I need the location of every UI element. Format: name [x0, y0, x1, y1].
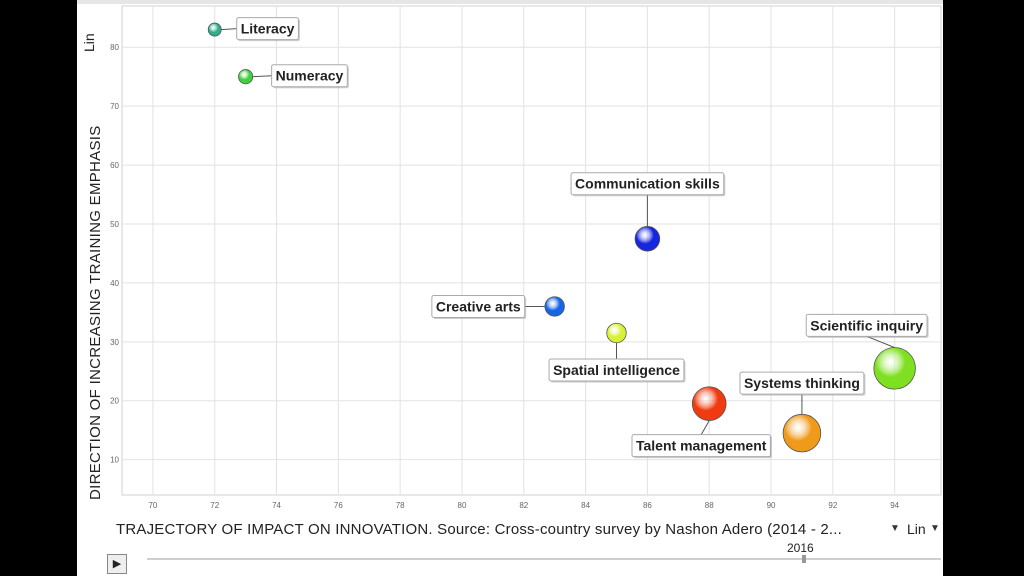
y-tick-label: 50	[110, 220, 119, 229]
y-tick-label: 40	[110, 279, 119, 288]
play-button[interactable]: ▶	[107, 554, 127, 574]
y-tick-label: 80	[110, 43, 119, 52]
y-axis-title: DIRECTION OF INCREASING TRAINING EMPHASI…	[87, 125, 104, 500]
x-tick-label: 84	[581, 501, 590, 510]
x-tick-label: 80	[458, 501, 467, 510]
x-scale-selector[interactable]: Lin	[907, 521, 926, 537]
bubble-label: Creative arts	[436, 298, 521, 314]
bubble	[691, 386, 727, 421]
x-tick-label: 88	[705, 501, 714, 510]
label-box	[570, 172, 725, 196]
plot-area	[121, 5, 942, 496]
bubble-label: Spatial intelligence	[553, 362, 680, 378]
x-tick-label: 90	[767, 501, 776, 510]
label-box	[631, 434, 771, 458]
x-tick-label: 82	[519, 501, 528, 510]
bubble-label: Communication skills	[575, 176, 720, 192]
x-tick-label: 76	[334, 501, 343, 510]
bubble	[782, 413, 822, 453]
x-tick-label: 92	[828, 501, 837, 510]
y-axis-panel: Lin DIRECTION OF INCREASING TRAINING EMP…	[77, 8, 119, 508]
label-box	[739, 371, 865, 395]
bubble	[634, 225, 661, 252]
chart-frame: 70 72 74 76 78 80 82 84 86 88 90 92 94 10 20 30 40 50 60 70…	[77, 0, 943, 576]
bubble	[873, 347, 916, 390]
x-tick-label: 74	[272, 501, 281, 510]
bubble-label: Literacy	[241, 21, 295, 37]
bubble-label: Talent management	[636, 438, 767, 454]
bubble-label: Numeracy	[276, 68, 344, 84]
y-scale-label: Lin	[81, 33, 97, 52]
top-border	[77, 0, 943, 4]
y-tick-label: 60	[110, 161, 119, 170]
x-tick-label: 86	[643, 501, 652, 510]
label-box	[548, 358, 685, 382]
x-scale-dropdown-icon[interactable]: ▼	[930, 523, 940, 534]
label-leader	[700, 420, 710, 435]
label-box	[236, 17, 299, 41]
y-tick-label: 10	[110, 456, 119, 465]
time-slider-thumb[interactable]	[802, 555, 806, 563]
x-tick-label: 78	[396, 501, 405, 510]
bubble	[207, 22, 222, 37]
year-label: 2016	[787, 541, 814, 555]
label-leader	[221, 28, 237, 31]
scatter-plot: 70 72 74 76 78 80 82 84 86 88 90 92 94 10 20 30 40 50 60 70…	[110, 5, 942, 510]
x-axis-title: TRAJECTORY OF IMPACT ON INNOVATION. Sour…	[116, 521, 843, 538]
label-box	[805, 313, 928, 337]
time-slider-track[interactable]	[147, 558, 941, 560]
y-scale-selector[interactable]: Lin	[81, 18, 97, 74]
time-slider[interactable]: ▶ 2016	[107, 541, 943, 576]
bubble	[544, 296, 565, 317]
x-tick-label: 72	[210, 501, 219, 510]
x-tick-label: 70	[148, 501, 157, 510]
x-indicator-dropdown-icon[interactable]: ▼	[890, 523, 900, 534]
label-box	[431, 294, 526, 318]
bubble	[606, 322, 627, 344]
bubble-label: Scientific inquiry	[810, 317, 923, 333]
y-tick-label: 70	[110, 102, 119, 111]
bubble-label: Systems thinking	[744, 375, 860, 391]
label-leader	[252, 75, 272, 78]
label-leader	[866, 335, 895, 348]
x-axis-bar: TRAJECTORY OF IMPACT ON INNOVATION. Sour…	[110, 515, 943, 545]
bubble	[238, 69, 254, 85]
y-tick-label: 30	[110, 338, 119, 347]
label-box	[271, 64, 348, 88]
x-tick-label: 94	[890, 501, 899, 510]
y-tick-label: 20	[110, 397, 119, 406]
